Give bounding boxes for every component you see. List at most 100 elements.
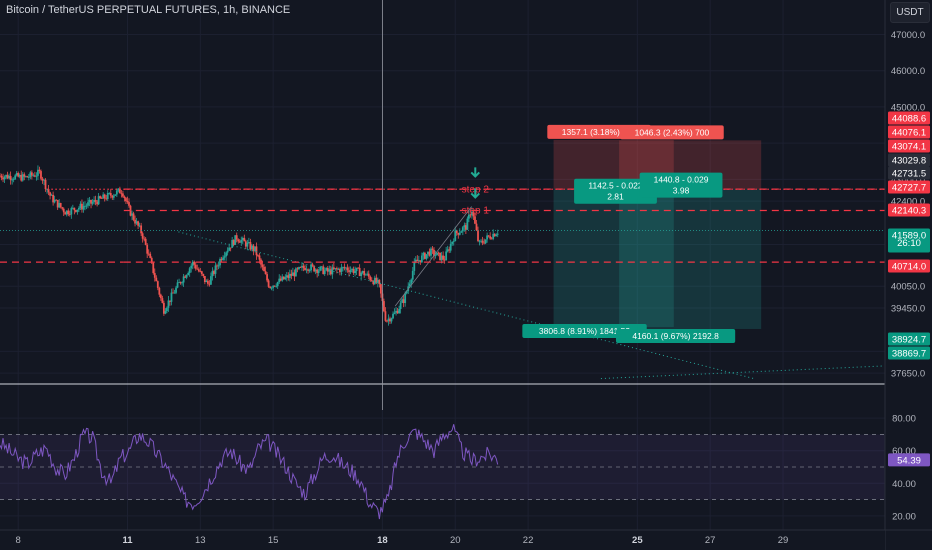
candle-body (0, 175, 3, 178)
candle-body (96, 201, 99, 205)
time-tick-label: 22 (523, 535, 534, 546)
candle-body (449, 243, 452, 251)
price-label-38869.7 (888, 346, 930, 360)
candle-body (106, 193, 109, 200)
candle-body (203, 276, 206, 283)
candle-body (290, 273, 293, 276)
candle-body (5, 174, 7, 177)
candle-body (383, 301, 385, 312)
candle-body (49, 192, 51, 196)
candle-body (196, 268, 199, 270)
candle-body (53, 199, 56, 203)
candle-body (229, 247, 232, 249)
candle-body (295, 268, 297, 277)
position1-center-label-text: 2.81 (607, 192, 624, 202)
candle-body (484, 239, 487, 244)
candle-body (460, 231, 463, 233)
candle-body (65, 210, 68, 215)
candle-body (258, 255, 261, 260)
candle-body (399, 302, 402, 310)
time-tick-label: 11 (122, 535, 133, 546)
candle-body (8, 175, 11, 179)
candle-body (126, 201, 129, 203)
candle-body (478, 240, 481, 242)
candle-body (111, 195, 114, 198)
candles-group (0, 165, 499, 326)
price-label-text: 43074.1 (892, 142, 926, 153)
candle-body (351, 268, 353, 271)
candle-body (343, 267, 346, 269)
candle-body (278, 278, 281, 283)
time-tick-label: 29 (778, 535, 789, 546)
candle-body (35, 175, 38, 177)
candle-body (115, 190, 118, 195)
candle-body (30, 172, 33, 176)
candle-body (225, 252, 228, 257)
candle-body (364, 274, 367, 276)
candle-body (420, 255, 423, 263)
candle-body (345, 267, 347, 269)
candle-body (443, 259, 446, 261)
candle-body (211, 271, 214, 277)
candle-body (284, 277, 287, 280)
candle-body (0, 175, 1, 177)
candle-body (52, 194, 55, 203)
candle-body (15, 173, 18, 176)
candle-body (452, 241, 455, 242)
price-label-text: 38869.7 (892, 349, 926, 360)
candle-body (489, 236, 492, 239)
candle-body (71, 207, 74, 209)
candle-body (152, 262, 155, 274)
candle-body (84, 205, 86, 207)
candle-body (34, 175, 36, 177)
candle-body (120, 193, 123, 195)
candle-body (244, 241, 247, 247)
candle-body (474, 216, 476, 224)
position1-center-label-text: 1142.5 - 0.022 (588, 181, 642, 191)
candle-body (375, 277, 378, 283)
candle-body (405, 291, 408, 294)
candle-body (370, 280, 373, 282)
candle-body (317, 270, 320, 274)
candle-body (263, 266, 265, 272)
candle-body (158, 287, 161, 295)
candle-body (495, 234, 498, 237)
candle-body (138, 225, 141, 227)
candle-body (172, 292, 174, 294)
candle-body (442, 255, 445, 260)
candle-body (252, 245, 255, 251)
candle-body (410, 279, 413, 284)
candle-body (316, 269, 319, 274)
price-label-41589.0 (888, 228, 930, 253)
candle-body (311, 264, 314, 266)
candle-body (67, 210, 70, 215)
candle-body (247, 242, 250, 243)
price-label-text: 42727.7 (892, 183, 926, 194)
candle-body (228, 247, 231, 251)
currency-button[interactable]: USDT (890, 2, 930, 23)
price-axis-background (885, 0, 932, 550)
price-tick-label: 43000.0 (891, 175, 925, 186)
candle-body (319, 266, 322, 271)
candle-body (24, 176, 27, 178)
candle-body (275, 286, 278, 287)
candle-body (132, 213, 135, 220)
rsi-tick-label: 80.00 (892, 414, 916, 425)
candle-body (401, 299, 404, 303)
price-label-text: 40714.0 (892, 262, 926, 273)
candle-body (135, 221, 138, 224)
candle-body (105, 198, 108, 200)
rsi-last-label (888, 453, 930, 467)
candle-body (234, 235, 237, 245)
candle-body (114, 194, 117, 196)
candle-body (264, 271, 267, 275)
candle-body (223, 256, 226, 258)
candle-body (214, 265, 217, 274)
candle-body (243, 237, 246, 242)
candle-body (492, 233, 495, 239)
candle-body (161, 298, 164, 303)
candle-body (326, 267, 329, 272)
time-tick-label: 15 (268, 535, 279, 546)
